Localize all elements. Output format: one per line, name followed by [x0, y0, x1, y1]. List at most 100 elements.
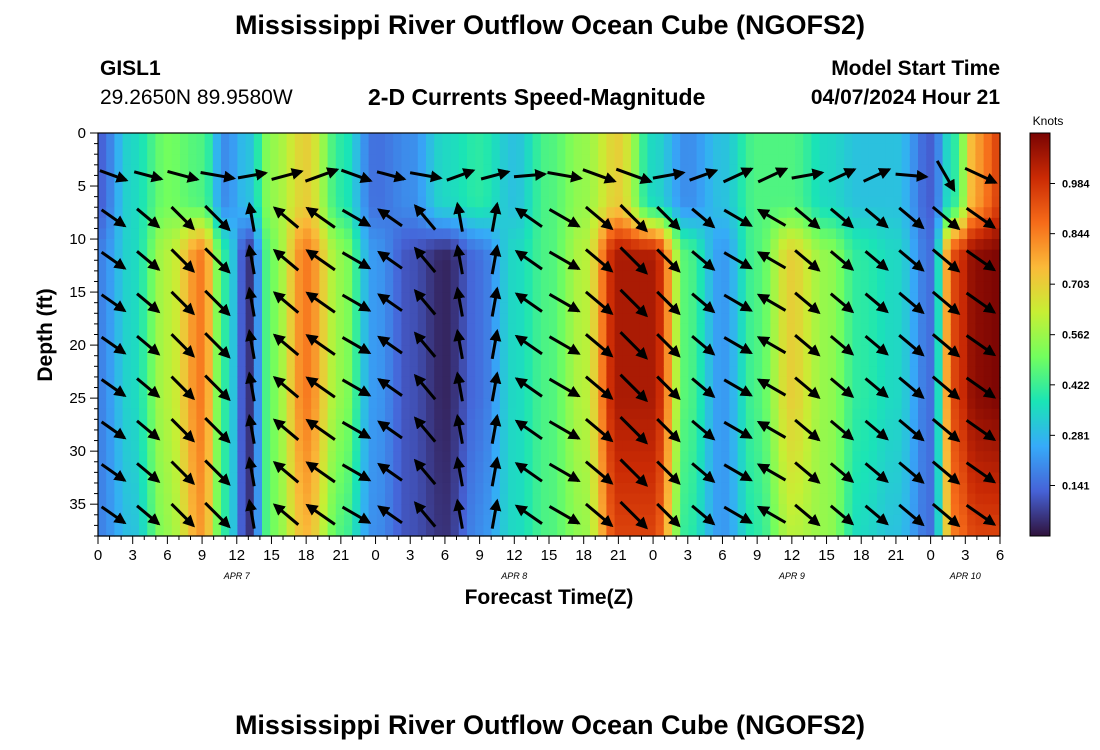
heatmap-cell [303, 228, 312, 240]
heatmap-cell [180, 461, 189, 473]
heatmap-cell [704, 175, 714, 187]
heatmap-cell [893, 270, 903, 283]
heatmap-cell [778, 228, 788, 240]
heatmap-cell [508, 143, 517, 155]
date-label: APR 9 [778, 571, 805, 581]
heatmap-cell [852, 143, 862, 155]
heatmap-cell [836, 408, 845, 420]
heatmap-cell [294, 217, 304, 230]
heatmap-cell [204, 408, 214, 420]
heatmap-cell [795, 514, 804, 526]
heatmap-cell [483, 419, 493, 431]
heatmap-cell [836, 451, 845, 463]
heatmap-cell [852, 154, 862, 166]
heatmap-cell [631, 175, 640, 187]
heatmap-cell [647, 355, 657, 367]
heatmap-cell [737, 143, 747, 155]
current-vector [756, 336, 787, 355]
heatmap-cell [442, 398, 452, 410]
heatmap-cell [475, 419, 484, 431]
heatmap-cell [229, 419, 238, 431]
heatmap-cell [696, 196, 706, 208]
heatmap-cell [106, 323, 115, 336]
heatmap-cell [918, 207, 927, 219]
heatmap-cell [196, 207, 206, 219]
heatmap-cell [524, 493, 534, 505]
heatmap-cell [852, 482, 862, 495]
heatmap-cell [573, 461, 583, 473]
heatmap-cell [270, 164, 279, 177]
heatmap-cell [245, 186, 255, 198]
heatmap-cell [163, 217, 173, 230]
heatmap-cell [565, 408, 575, 420]
heatmap-cell [647, 217, 657, 230]
heatmap-cell [327, 408, 337, 420]
heatmap-cell [499, 143, 509, 155]
heatmap-cell [196, 345, 206, 357]
heatmap-cell [926, 493, 935, 505]
heatmap-cell [286, 451, 296, 463]
heatmap-cell [450, 398, 460, 410]
heatmap-cell [229, 345, 238, 357]
heatmap-cell [737, 493, 747, 505]
heatmap-cell [98, 493, 107, 505]
heatmap-cell [893, 143, 903, 155]
heatmap-cell [180, 482, 189, 495]
heatmap-cell [114, 408, 124, 420]
heatmap-cell [253, 249, 263, 261]
heatmap-cell [344, 525, 353, 537]
heatmap-cell [909, 228, 919, 240]
heatmap-cell [663, 239, 673, 251]
heatmap-cell [221, 334, 230, 346]
heatmap-cell [508, 323, 517, 336]
heatmap-cell [975, 334, 985, 346]
heatmap-cell [434, 292, 443, 304]
heatmap-cell [426, 207, 435, 219]
x-tick-label: 6 [163, 547, 171, 564]
heatmap-cell [417, 366, 427, 378]
heatmap-cell [434, 207, 443, 219]
heatmap-cell [647, 133, 657, 145]
heatmap-cell [499, 334, 509, 346]
heatmap-cell [229, 196, 238, 208]
heatmap-cell [901, 493, 911, 505]
heatmap-cell [212, 355, 222, 367]
heatmap-cell [622, 260, 632, 272]
current-vector [167, 169, 200, 183]
heatmap-cell [811, 376, 821, 389]
date-label: APR 7 [223, 571, 251, 581]
heatmap-cell [918, 239, 927, 251]
heatmap-cell [549, 186, 558, 198]
heatmap-cell [836, 164, 845, 177]
heatmap-cell [860, 323, 870, 336]
heatmap-cell [606, 440, 616, 452]
heatmap-cell [278, 472, 288, 484]
heatmap-cell [737, 376, 747, 389]
heatmap-cell [122, 398, 132, 410]
heatmap-cell [245, 440, 255, 452]
current-vector [619, 416, 649, 445]
heatmap-cell [614, 376, 624, 389]
heatmap-cell [426, 164, 435, 177]
heatmap-cell [688, 217, 698, 230]
heatmap-cell [524, 260, 534, 272]
heatmap-cell [294, 228, 304, 240]
current-vector [965, 249, 997, 272]
heatmap-cell [827, 207, 837, 219]
heatmap-cell [622, 472, 632, 484]
heatmap-cell [573, 292, 583, 304]
heatmap-cell [278, 429, 288, 442]
heatmap-cell [163, 366, 173, 378]
heatmap-cell [401, 387, 411, 399]
heatmap-cell [581, 302, 591, 314]
heatmap-cell [286, 270, 296, 283]
heatmap-cell [844, 408, 853, 420]
heatmap-cell [442, 493, 452, 505]
heatmap-cell [795, 186, 804, 198]
heatmap-cell [573, 270, 583, 283]
heatmap-cell [401, 239, 411, 251]
current-vector [305, 334, 336, 356]
current-vector [931, 333, 961, 358]
heatmap-cell [893, 482, 903, 495]
heatmap-cell [311, 302, 320, 314]
